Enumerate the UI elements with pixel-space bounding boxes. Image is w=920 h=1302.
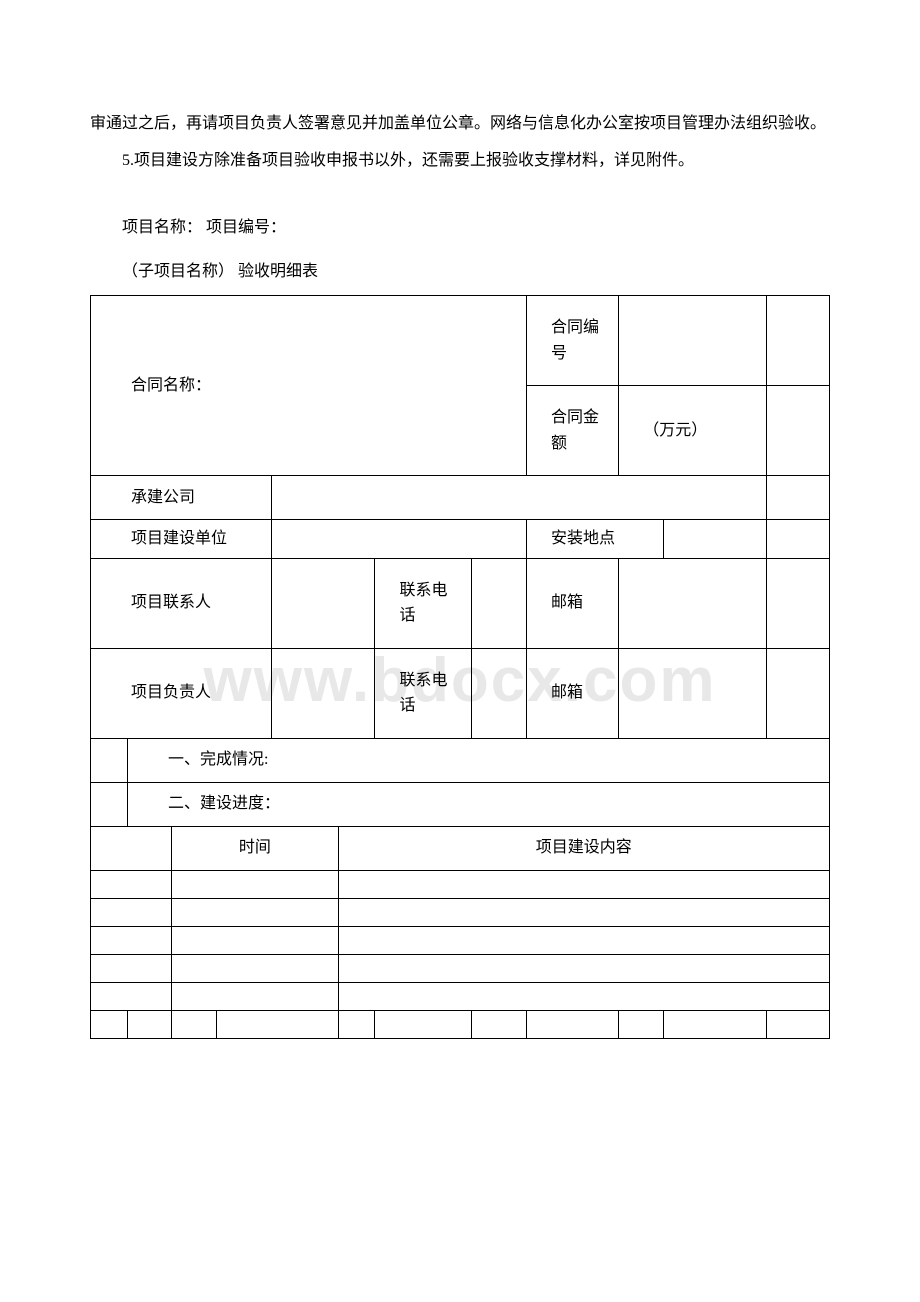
- section-1-cell: 一、完成情况:: [127, 738, 829, 782]
- table-row: [338, 926, 829, 954]
- col-time-header: 时间: [172, 826, 338, 870]
- cell-blank: [767, 520, 830, 559]
- contract-amount-label-cell: 合同金额: [526, 386, 618, 476]
- col-content-header: 项目建设内容: [338, 826, 829, 870]
- cell-blank: [767, 386, 830, 476]
- contract-no-label-cell: 合同编号: [526, 296, 618, 386]
- table-row: [375, 1010, 471, 1038]
- project-unit-value-cell: [272, 520, 527, 559]
- table-row: [172, 1010, 216, 1038]
- table-row: [338, 954, 829, 982]
- table-row: [338, 982, 829, 1010]
- paragraph-2: 5.项目建设方除准备项目验收申报书以外，还需要上报验收支撑材料，详见附件。: [90, 147, 830, 176]
- contract-no-value-cell: [619, 296, 767, 386]
- contract-name-cell: 合同名称：: [91, 296, 527, 476]
- table-row: [91, 870, 172, 898]
- phone-label-cell-2: 联系电话: [375, 648, 471, 738]
- subtitle-line: （子项目名称） 验收明细表: [90, 258, 830, 287]
- contact-person-value-cell: [272, 558, 375, 648]
- email-label-cell-1: 邮箱: [526, 558, 618, 648]
- email-value-cell-1: [619, 558, 767, 648]
- section-2-cell: 二、建设进度：: [127, 782, 829, 826]
- table-row: [663, 1010, 766, 1038]
- phone-value-cell-1: [471, 558, 526, 648]
- table-row: [127, 1010, 171, 1038]
- table-row: [338, 1010, 375, 1038]
- table-row: [91, 982, 172, 1010]
- header-blank-cell: [91, 826, 172, 870]
- table-row: [91, 1010, 128, 1038]
- acceptance-detail-table: 合同名称： 合同编号 合同金额 （万元） 承建公司 项目建设单位 安装地点 项目…: [90, 295, 830, 1039]
- document-content: 审通过之后，再请项目负责人签署意见并加盖单位公章。网络与信息化办公室按项目管理办…: [90, 110, 830, 1039]
- project-unit-label-cell: 项目建设单位: [91, 520, 272, 559]
- table-row: [338, 870, 829, 898]
- amount-unit-cell: （万元）: [619, 386, 767, 476]
- table-row: [216, 1010, 338, 1038]
- cell-blank: [767, 648, 830, 738]
- table-row: [91, 926, 172, 954]
- table-row: [172, 954, 338, 982]
- table-row: [619, 1010, 663, 1038]
- section-prefix-cell: [91, 782, 128, 826]
- table-row: [91, 898, 172, 926]
- table-row: [767, 1010, 830, 1038]
- table-row: [172, 982, 338, 1010]
- section-prefix-cell: [91, 738, 128, 782]
- table-row: [172, 926, 338, 954]
- table-row: [526, 1010, 618, 1038]
- cell-blank: [767, 476, 830, 520]
- responsible-value-cell: [272, 648, 375, 738]
- builder-value-cell: [272, 476, 767, 520]
- table-row: [172, 898, 338, 926]
- contact-person-label-cell: 项目联系人: [91, 558, 272, 648]
- phone-label-cell-1: 联系电话: [375, 558, 471, 648]
- cell-blank: [767, 558, 830, 648]
- table-row: [91, 954, 172, 982]
- email-label-cell-2: 邮箱: [526, 648, 618, 738]
- table-row: [172, 870, 338, 898]
- cell-blank: [767, 296, 830, 386]
- builder-label-cell: 承建公司: [91, 476, 272, 520]
- install-location-value-cell: [663, 520, 766, 559]
- paragraph-1: 审通过之后，再请项目负责人签署意见并加盖单位公章。网络与信息化办公室按项目管理办…: [90, 110, 830, 139]
- project-name-line: 项目名称： 项目编号：: [90, 214, 830, 243]
- install-location-label-cell: 安装地点: [526, 520, 663, 559]
- email-value-cell-2: [619, 648, 767, 738]
- responsible-label-cell: 项目负责人: [91, 648, 272, 738]
- phone-value-cell-2: [471, 648, 526, 738]
- table-row: [338, 898, 829, 926]
- table-row: [471, 1010, 526, 1038]
